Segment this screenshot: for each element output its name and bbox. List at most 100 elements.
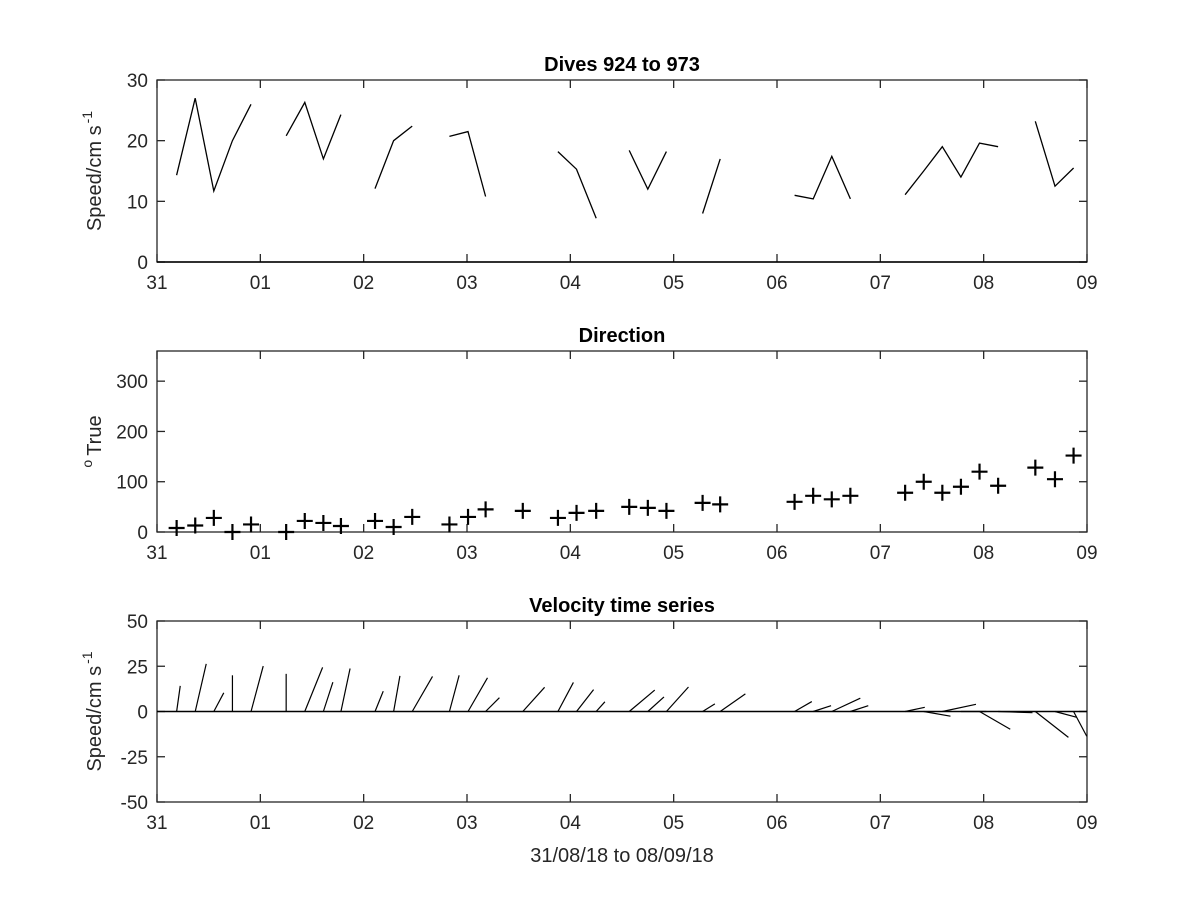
y-tick-label: 0 — [137, 523, 148, 544]
velocity-panel: 31 01 02 03 04 05 06 07 08 09 50 25 0 -25 -50 Velocity … — [79, 595, 1098, 867]
x-tick-label: 09 — [1076, 543, 1097, 564]
velocity-stick — [485, 697, 500, 712]
y-axis-label: Speed/cm s-1 — [79, 111, 106, 231]
x-tick-label: 31 — [146, 543, 167, 564]
velocity-stick — [557, 682, 574, 712]
direction-point — [990, 477, 1007, 494]
speed-series-line — [794, 154, 851, 200]
velocity-stick — [923, 710, 951, 717]
x-tick-label: 06 — [766, 813, 787, 834]
velocity-stick — [702, 703, 716, 713]
velocity-stick — [374, 690, 384, 712]
velocity-stick — [340, 668, 351, 712]
y-axis-label-text: Speed/cm s — [84, 125, 106, 231]
direction-point — [385, 518, 402, 535]
x-tick-label: 04 — [560, 273, 582, 294]
direction-point — [897, 484, 914, 501]
y-tick-label: 0 — [137, 703, 148, 724]
speed-series-line — [628, 150, 667, 191]
velocity-stick — [979, 710, 1011, 730]
speed-series-line — [374, 125, 413, 189]
direction-point — [588, 502, 605, 519]
speed-series-line — [557, 151, 597, 219]
direction-point — [296, 512, 313, 529]
velocity-stick — [905, 706, 925, 713]
direction-point — [639, 499, 656, 516]
velocity-stick — [794, 701, 813, 713]
direction-point — [1027, 459, 1044, 476]
chart-title: Direction — [579, 325, 666, 347]
direction-point — [842, 487, 859, 504]
velocity-stick — [1054, 710, 1077, 718]
velocity-stick — [467, 677, 489, 712]
x-tick-label: 01 — [250, 273, 271, 294]
velocity-stick — [719, 693, 746, 712]
y-tick-label: -25 — [121, 748, 148, 769]
x-tick-label: 04 — [560, 813, 582, 834]
x-tick-label: 03 — [456, 813, 477, 834]
speed-series-line — [449, 130, 487, 197]
direction-point — [658, 502, 675, 519]
x-tick-label: 01 — [250, 813, 271, 834]
y-axis-label-superscript: -1 — [79, 651, 95, 664]
speed-series-line — [1034, 121, 1075, 188]
velocity-stick — [176, 685, 181, 712]
y-axis-label-superscript: -1 — [79, 111, 95, 124]
velocity-stick — [998, 710, 1033, 714]
direction-point — [1065, 447, 1082, 464]
x-tick-label: 07 — [870, 813, 891, 834]
direction-point — [823, 491, 840, 508]
x-tick-label: 09 — [1076, 273, 1097, 294]
plot-frame — [156, 350, 1088, 533]
velocity-stick — [304, 667, 324, 712]
velocity-stick — [250, 665, 264, 712]
y-tick-label: 25 — [127, 657, 148, 678]
direction-point — [205, 509, 222, 526]
x-tick-label: 06 — [766, 543, 787, 564]
velocity-stick — [942, 703, 977, 713]
direction-point — [514, 502, 531, 519]
y-tick-label: 50 — [127, 612, 148, 633]
x-tick-label: 05 — [663, 543, 684, 564]
direction-point — [915, 473, 932, 490]
direction-point — [278, 524, 295, 540]
y-tick-label: 10 — [127, 192, 148, 213]
direction-point — [971, 463, 988, 480]
x-tick-label: 31 — [146, 273, 167, 294]
y-axis-label-text: True — [84, 415, 106, 455]
speed-series-line — [175, 98, 252, 194]
x-tick-label: 04 — [560, 543, 582, 564]
speed-series-line — [904, 142, 999, 196]
velocity-stick — [812, 705, 832, 713]
direction-point — [934, 484, 951, 501]
direction-point — [404, 508, 421, 525]
direction-point — [332, 517, 349, 534]
velocity-stick — [322, 682, 334, 712]
direction-point — [549, 509, 566, 526]
direction-point — [694, 494, 711, 511]
plot-frame — [156, 79, 1088, 263]
x-tick-label: 07 — [870, 543, 891, 564]
direction-point — [168, 519, 185, 536]
velocity-stick — [213, 692, 225, 712]
direction-point — [1046, 471, 1063, 488]
y-tick-label: 200 — [116, 422, 148, 443]
x-tick-label: 02 — [353, 543, 374, 564]
velocity-stick — [448, 675, 460, 712]
direction-panel: 31 01 02 03 04 05 06 07 08 09 0 100 200 300 Direction o… — [79, 325, 1098, 564]
direction-point — [243, 516, 260, 533]
direction-point — [224, 524, 241, 540]
x-tick-label: 01 — [250, 543, 271, 564]
y-tick-label: 300 — [116, 372, 148, 393]
velocity-stick — [1034, 711, 1069, 738]
direction-point — [477, 501, 494, 518]
direction-point — [187, 517, 204, 534]
velocity-stick — [831, 697, 861, 713]
velocity-stick — [850, 705, 869, 713]
velocity-stick — [665, 686, 689, 712]
velocity-stick — [647, 696, 665, 712]
y-tick-label: 20 — [127, 132, 148, 153]
x-axis-label: 31/08/18 to 08/09/18 — [530, 845, 714, 867]
y-axis-label: o True — [79, 415, 106, 467]
